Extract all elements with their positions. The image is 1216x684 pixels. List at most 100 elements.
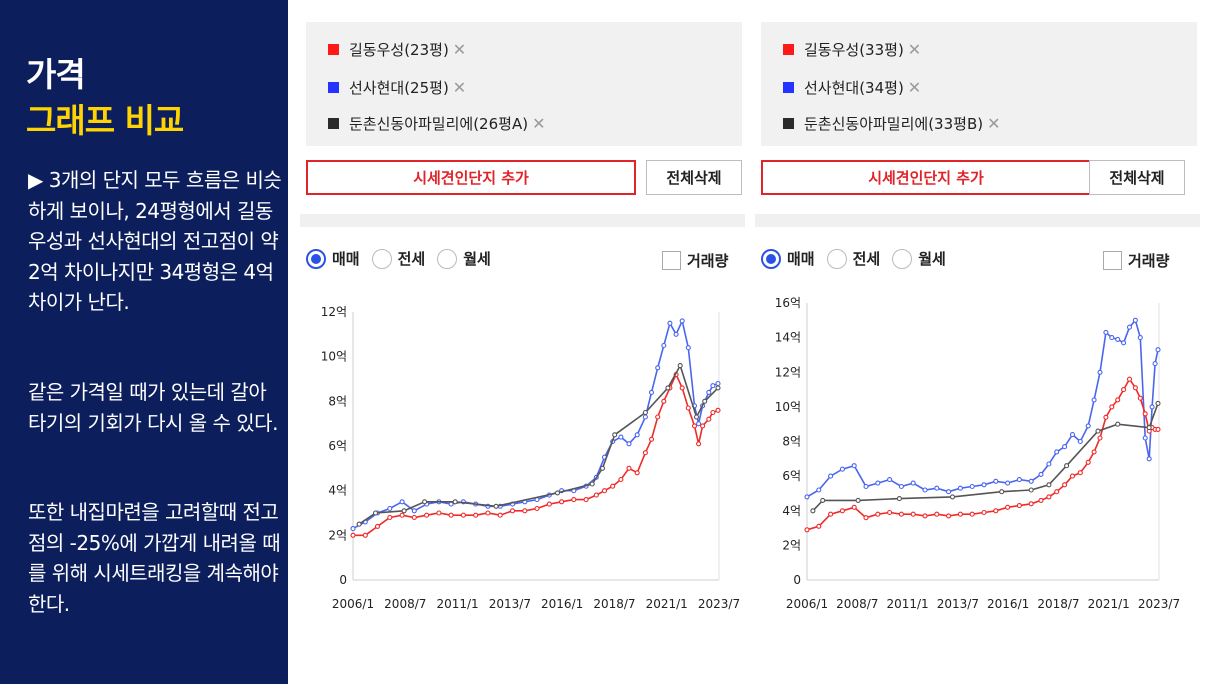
data-point [810, 508, 816, 514]
data-point [667, 320, 673, 326]
data-point [1155, 347, 1161, 353]
data-point [634, 432, 640, 438]
radio-monthly[interactable]: 월세 [437, 248, 491, 269]
data-point [411, 514, 417, 521]
remove-icon[interactable]: ✕ [907, 77, 922, 97]
data-point [1091, 449, 1097, 455]
radio-circle[interactable] [761, 248, 781, 269]
y-tick-label: 10억 [321, 350, 347, 364]
y-tick-label: 2억 [782, 538, 801, 552]
radio-circle[interactable] [826, 248, 847, 269]
radio-buy[interactable]: 매매 [761, 248, 815, 269]
data-point [851, 504, 857, 510]
data-point [1085, 459, 1091, 465]
data-point [1054, 489, 1060, 495]
data-point [1046, 461, 1052, 467]
y-tick-label: 2억 [328, 528, 347, 542]
volume-checkbox[interactable]: 거래량 [1103, 250, 1169, 271]
data-point [1005, 480, 1011, 486]
data-point [387, 505, 393, 512]
data-point [626, 441, 632, 447]
data-point [374, 523, 381, 529]
data-point [816, 487, 822, 493]
radio-jeonse[interactable]: 전세 [371, 248, 425, 269]
data-point [452, 499, 458, 505]
radio-label: 전세 [852, 250, 881, 268]
data-point [665, 385, 671, 391]
x-tick-label: 2013/7 [937, 597, 979, 611]
x-tick-label: 2021/1 [646, 597, 688, 611]
data-point [1132, 385, 1138, 391]
data-point [1038, 497, 1044, 503]
series-line [806, 318, 1159, 498]
data-point [679, 385, 685, 391]
data-point [599, 465, 606, 471]
data-point [910, 480, 916, 486]
data-point [685, 345, 691, 351]
data-point [372, 510, 379, 516]
price-chart-24: 0 2억 4억 6억 8억 10억 12억 2006/1 2008/7 2011/1 2013/7 2… [321, 305, 740, 611]
y-tick-label: 6억 [782, 469, 801, 483]
data-point [399, 512, 405, 518]
data-point [1005, 504, 1011, 510]
data-point [1028, 501, 1034, 507]
data-point [642, 414, 648, 420]
data-point [710, 409, 716, 416]
data-point [522, 508, 528, 514]
delete-all-button[interactable]: 전체삭제 [1089, 160, 1185, 195]
x-tick-label: 2011/1 [886, 597, 928, 611]
data-point [828, 473, 834, 479]
remove-icon[interactable]: ✕ [907, 39, 922, 59]
add-complex-button[interactable]: 시세견인단지 추가 [306, 160, 636, 195]
remove-icon[interactable]: ✕ [987, 113, 1001, 133]
data-point [401, 508, 407, 514]
delete-all-button[interactable]: 전체삭제 [646, 160, 742, 195]
data-point [898, 511, 904, 517]
remove-icon[interactable]: ✕ [452, 39, 467, 59]
data-point [1146, 456, 1152, 462]
radio-jeonse[interactable]: 전세 [826, 248, 881, 269]
y-tick-label: 4억 [782, 504, 801, 518]
data-point [828, 511, 834, 517]
y-tick-label: 4억 [328, 484, 347, 498]
data-point [1069, 473, 1076, 479]
data-point [648, 436, 655, 442]
remove-icon[interactable]: ✕ [452, 77, 467, 97]
checkbox-box[interactable] [662, 251, 681, 270]
add-complex-button[interactable]: 시세견인단지 추가 [761, 160, 1091, 195]
data-point [546, 501, 552, 507]
volume-checkbox[interactable]: 거래량 [662, 250, 728, 271]
data-point [1077, 470, 1083, 476]
data-point [700, 423, 706, 429]
complex-list: 길동우성(33평) ✕ 선사현대(34평) ✕ 둔촌신동아파밀리에(33평B) … [761, 22, 1197, 146]
data-point [957, 485, 963, 491]
checkbox-box[interactable] [1103, 251, 1122, 270]
radio-monthly[interactable]: 월세 [892, 248, 946, 269]
data-point [839, 508, 845, 514]
data-point [993, 508, 999, 514]
radio-circle[interactable] [306, 248, 326, 269]
data-point [1115, 421, 1121, 427]
data-point [589, 481, 595, 487]
radio-label: 매매 [332, 250, 360, 268]
remove-icon[interactable]: ✕ [532, 113, 546, 133]
data-point [1142, 435, 1148, 441]
data-point [387, 514, 393, 521]
x-tick-label: 2006/1 [786, 597, 828, 611]
radio-circle[interactable] [892, 248, 913, 269]
x-tick-label: 2018/7 [1037, 597, 1079, 611]
data-point [702, 398, 708, 404]
data-point [473, 512, 479, 518]
x-tick-label: 2011/1 [436, 597, 478, 611]
complex-list: 길동우성(23평) ✕ 선사현대(25평) ✕ 둔촌신동아파밀리에(26평A) … [306, 22, 742, 146]
data-point [673, 331, 679, 337]
radio-buy[interactable]: 매매 [306, 248, 360, 269]
data-point [1132, 317, 1138, 323]
data-point [1016, 503, 1022, 509]
radio-circle[interactable] [437, 248, 458, 269]
data-point [969, 483, 975, 490]
complex-item: 길동우성(23평) ✕ [328, 38, 466, 60]
radio-circle[interactable] [371, 248, 392, 269]
data-point [981, 482, 987, 488]
data-point [559, 499, 565, 505]
